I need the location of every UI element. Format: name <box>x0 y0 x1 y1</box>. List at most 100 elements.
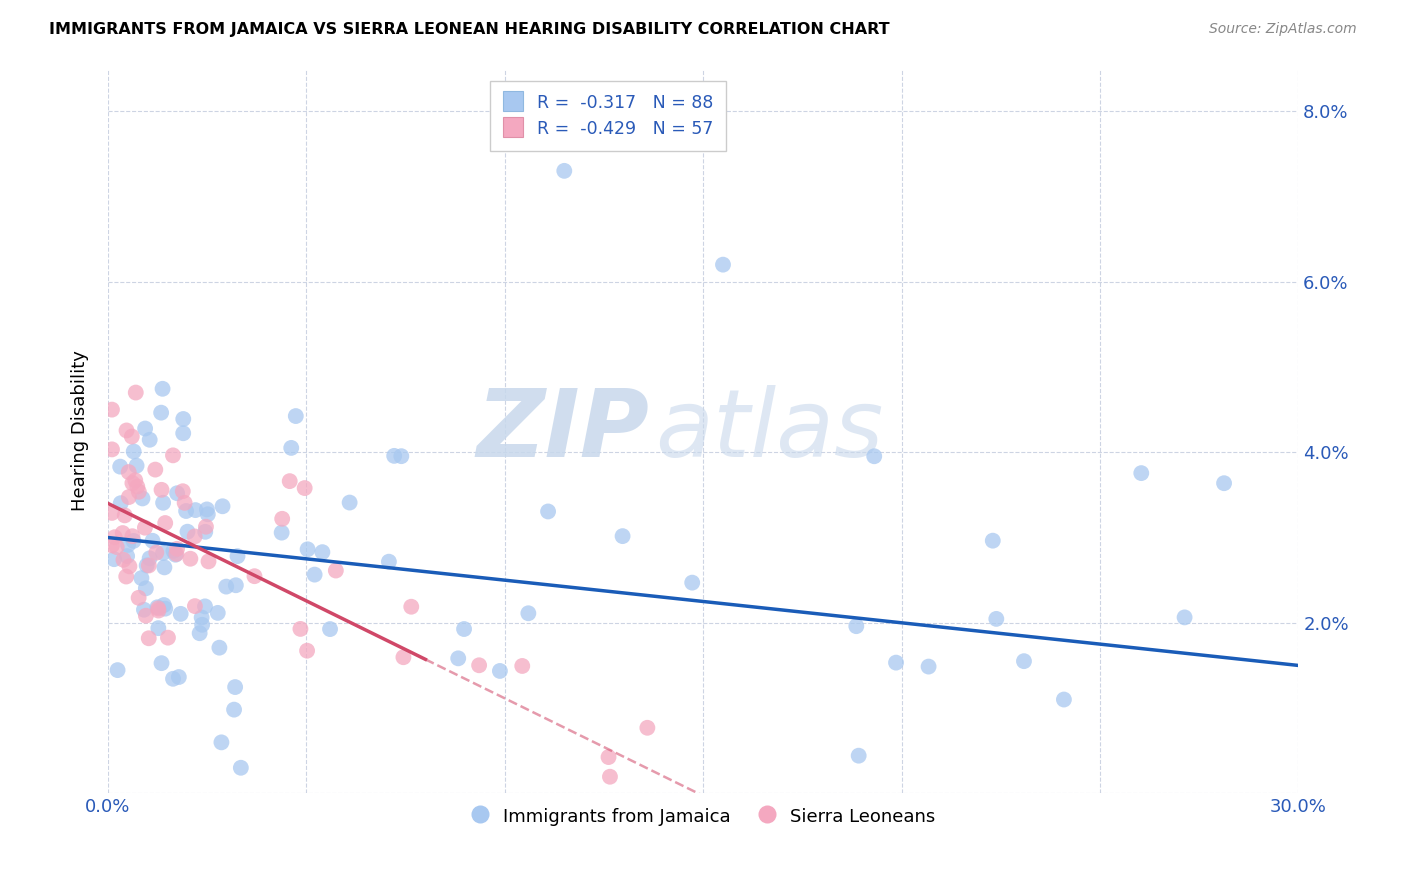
Point <box>311 545 333 559</box>
Point <box>125 385 148 400</box>
Point <box>194 599 217 614</box>
Point <box>222 703 245 717</box>
Point <box>118 559 141 574</box>
Point <box>179 551 201 566</box>
Point <box>138 558 160 573</box>
Point <box>447 651 470 665</box>
Point <box>389 449 412 463</box>
Point <box>134 421 156 435</box>
Point <box>121 476 143 491</box>
Point <box>155 601 177 615</box>
Point <box>197 508 219 522</box>
Point <box>145 546 167 560</box>
Point <box>194 524 217 539</box>
Text: IMMIGRANTS FROM JAMAICA VS SIERRA LEONEAN HEARING DISABILITY CORRELATION CHART: IMMIGRANTS FROM JAMAICA VS SIERRA LEONEA… <box>49 22 890 37</box>
Point <box>150 406 173 420</box>
Point <box>155 516 177 530</box>
Point <box>294 481 316 495</box>
Point <box>863 449 886 463</box>
Point <box>107 663 129 677</box>
Point <box>101 538 124 552</box>
Point <box>105 540 128 554</box>
Point <box>339 495 361 509</box>
Point <box>118 490 141 504</box>
Point <box>121 529 143 543</box>
Point <box>128 591 150 605</box>
Text: Source: ZipAtlas.com: Source: ZipAtlas.com <box>1209 22 1357 37</box>
Point <box>1053 692 1076 706</box>
Point <box>115 569 138 583</box>
Point <box>209 735 232 749</box>
Point <box>290 622 312 636</box>
Point <box>101 402 124 417</box>
Legend: Immigrants from Jamaica, Sierra Leoneans: Immigrants from Jamaica, Sierra Leoneans <box>461 797 945 835</box>
Point <box>132 603 155 617</box>
Point <box>270 525 292 540</box>
Point <box>162 672 184 686</box>
Point <box>134 521 156 535</box>
Point <box>131 571 153 585</box>
Point <box>1174 610 1197 624</box>
Point <box>114 508 136 523</box>
Point <box>304 567 326 582</box>
Point <box>468 658 491 673</box>
Point <box>392 650 415 665</box>
Point <box>211 500 233 514</box>
Point <box>148 621 170 635</box>
Point <box>176 524 198 539</box>
Point <box>325 564 347 578</box>
Point <box>141 533 163 548</box>
Y-axis label: Hearing Disability: Hearing Disability <box>72 351 89 511</box>
Point <box>378 555 401 569</box>
Point <box>110 496 132 510</box>
Point <box>152 382 174 396</box>
Point <box>884 656 907 670</box>
Point <box>165 547 187 561</box>
Point <box>208 640 231 655</box>
Point <box>148 603 170 617</box>
Point <box>125 458 148 473</box>
Point <box>599 770 621 784</box>
Point <box>197 554 219 568</box>
Point <box>280 441 302 455</box>
Point <box>188 626 211 640</box>
Point <box>108 459 131 474</box>
Point <box>173 496 195 510</box>
Point <box>224 680 246 694</box>
Point <box>128 484 150 499</box>
Point <box>184 503 207 517</box>
Point <box>636 721 658 735</box>
Point <box>124 473 146 487</box>
Point <box>162 448 184 462</box>
Point <box>207 606 229 620</box>
Point <box>917 659 939 673</box>
Point <box>122 533 145 548</box>
Point <box>122 444 145 458</box>
Point <box>143 462 166 476</box>
Point <box>148 601 170 615</box>
Point <box>553 164 575 178</box>
Point <box>382 449 405 463</box>
Point <box>848 748 870 763</box>
Point <box>152 546 174 560</box>
Point <box>845 619 868 633</box>
Text: ZIP: ZIP <box>477 385 650 477</box>
Point <box>295 643 318 657</box>
Point <box>191 617 214 632</box>
Point <box>112 553 135 567</box>
Point <box>146 600 169 615</box>
Point <box>981 533 1004 548</box>
Point <box>138 632 160 646</box>
Point <box>118 465 141 479</box>
Point <box>229 761 252 775</box>
Point <box>598 750 620 764</box>
Point <box>271 512 294 526</box>
Point <box>172 426 194 441</box>
Point <box>297 542 319 557</box>
Point <box>166 541 188 556</box>
Point <box>172 484 194 499</box>
Point <box>101 442 124 457</box>
Point <box>510 659 533 673</box>
Point <box>225 578 247 592</box>
Point <box>115 549 138 563</box>
